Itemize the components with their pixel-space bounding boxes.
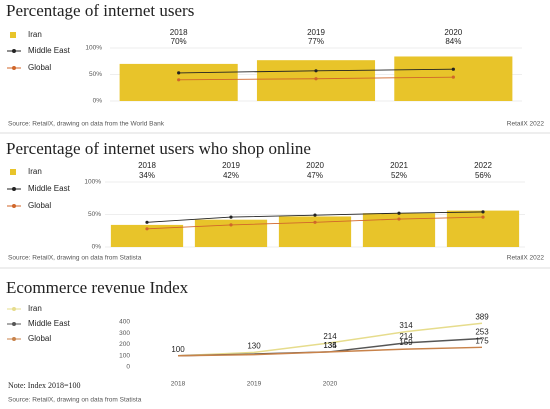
legend-dot xyxy=(12,307,16,311)
series-line xyxy=(177,346,483,357)
category-label: 2020 xyxy=(444,28,462,37)
legend-label: Global xyxy=(28,63,51,72)
x-tick-label: 2020 xyxy=(323,381,338,388)
point xyxy=(229,223,233,227)
source: Source: RetailX, drawing on data from St… xyxy=(8,255,142,262)
y-tick-label: 400 xyxy=(119,319,130,326)
y-tick-label: 300 xyxy=(119,330,130,337)
point xyxy=(313,213,317,217)
legend-dot xyxy=(12,187,16,191)
x-tick-label: 2019 xyxy=(247,381,262,388)
point xyxy=(481,210,485,214)
series-line xyxy=(177,322,483,357)
value-label: 100 xyxy=(171,345,185,354)
y-tick-label: 0% xyxy=(92,244,102,251)
point xyxy=(313,220,317,224)
note: Note: Index 2018=100 xyxy=(8,381,81,390)
y-tick-label: 50% xyxy=(88,211,101,218)
legend-label: Iran xyxy=(28,167,42,176)
value-label: 77% xyxy=(308,37,324,46)
value-label: 47% xyxy=(307,171,323,180)
source: Source: RetailX, drawing on data from th… xyxy=(8,121,165,128)
source: Source: RetailX, drawing on data from St… xyxy=(8,397,142,404)
bar xyxy=(110,224,184,247)
point xyxy=(397,217,401,221)
legend-label: Middle East xyxy=(28,319,71,328)
category-label: 2020 xyxy=(306,161,324,170)
value-label: 214 xyxy=(323,332,337,341)
bar xyxy=(256,60,376,101)
y-tick-label: 0 xyxy=(126,364,130,371)
point xyxy=(145,227,149,231)
legend-dot xyxy=(12,322,16,326)
category-label: 2021 xyxy=(390,161,408,170)
legend-label: Middle East xyxy=(28,46,71,55)
y-tick-label: 0% xyxy=(93,98,103,105)
point xyxy=(314,77,318,81)
y-tick-label: 100% xyxy=(84,179,101,186)
legend-dot xyxy=(12,337,16,341)
point xyxy=(451,67,455,71)
credit: RetailX 2022 xyxy=(507,255,545,262)
chart-title: Percentage of internet users who shop on… xyxy=(6,139,311,158)
chart-title: Percentage of internet users xyxy=(6,1,194,20)
value-label: 70% xyxy=(171,37,187,46)
point xyxy=(177,71,181,75)
value-label: 253 xyxy=(475,328,489,337)
legend-label: Iran xyxy=(28,30,42,39)
credit: RetailX 2022 xyxy=(507,121,545,128)
y-tick-label: 200 xyxy=(119,341,130,348)
point xyxy=(145,220,149,224)
y-tick-label: 50% xyxy=(89,71,102,78)
legend-swatch xyxy=(10,32,16,38)
value-label: 159 xyxy=(399,338,413,347)
legend-dot xyxy=(12,49,16,53)
value-label: 175 xyxy=(475,336,489,345)
value-label: 84% xyxy=(445,37,461,46)
bar xyxy=(119,63,238,101)
value-label: 314 xyxy=(399,321,413,330)
category-label: 2022 xyxy=(474,161,492,170)
point xyxy=(451,75,455,79)
legend-label: Iran xyxy=(28,304,42,313)
value-label: 56% xyxy=(475,171,491,180)
value-label: 52% xyxy=(391,171,407,180)
legend-label: Middle East xyxy=(28,184,71,193)
category-label: 2019 xyxy=(307,28,325,37)
value-label: 214 xyxy=(399,332,413,341)
point xyxy=(397,211,401,215)
y-tick-label: 100 xyxy=(119,352,130,359)
category-label: 2019 xyxy=(222,161,240,170)
legend-dot xyxy=(12,204,16,208)
value-label: 130 xyxy=(247,341,261,350)
x-tick-label: 2018 xyxy=(171,381,186,388)
category-label: 2018 xyxy=(138,161,156,170)
value-label: 134 xyxy=(323,341,337,350)
legend-dot xyxy=(12,66,16,70)
legend-label: Global xyxy=(28,201,51,210)
legend-swatch xyxy=(10,169,16,175)
value-label: 389 xyxy=(475,312,489,321)
value-label: 135 xyxy=(323,341,337,350)
legend-label: Global xyxy=(28,334,51,343)
y-tick-label: 100% xyxy=(85,45,102,52)
point xyxy=(314,69,318,73)
chart-title: Ecommerce revenue Index xyxy=(6,278,189,297)
point xyxy=(177,78,181,82)
value-label: 34% xyxy=(139,171,155,180)
point xyxy=(481,215,485,219)
point xyxy=(229,215,233,219)
category-label: 2018 xyxy=(170,28,188,37)
value-label: 42% xyxy=(223,171,239,180)
